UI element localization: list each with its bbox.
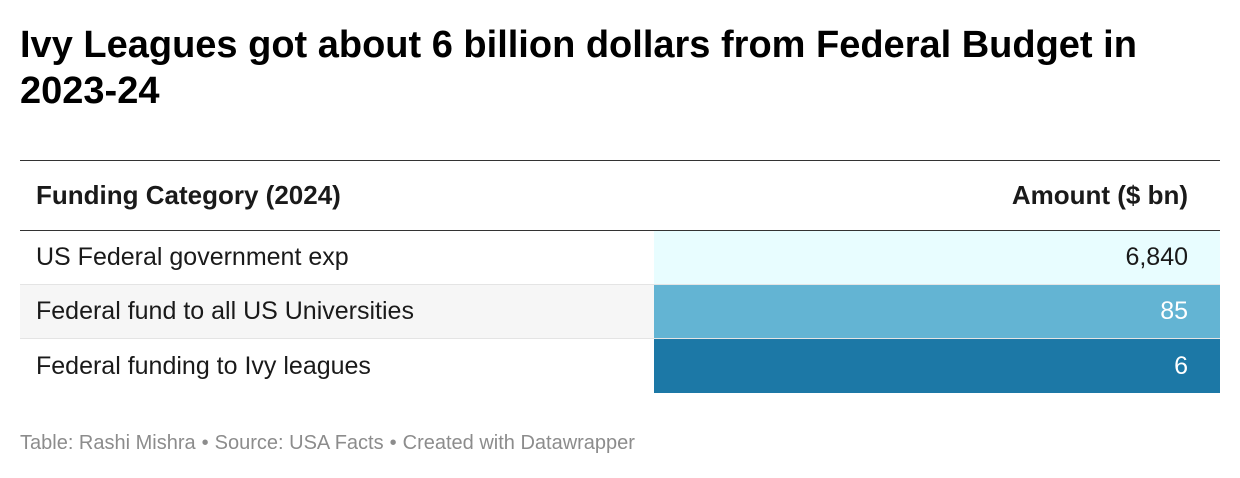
table-row: Federal fund to all US Universities 85 [20, 285, 1220, 339]
table-body: US Federal government exp 6,840 Federal … [20, 231, 1220, 393]
chart-footer: Table: Rashi Mishra • Source: USA Facts • Cr… [20, 432, 635, 455]
amount-cell: 6 [654, 339, 1220, 393]
footer-separator: • [201, 432, 209, 454]
column-header-category: Funding Category (2024) [36, 180, 341, 210]
column-header-amount: Amount ($ bn) [1011, 180, 1188, 210]
table-row: US Federal government exp 6,840 [20, 231, 1220, 285]
datawrapper-credit: Created with Datawrapper [402, 432, 635, 454]
category-cell: Federal fund to all US Universities [20, 285, 654, 338]
data-table: Funding Category (2024) Amount ($ bn) US… [20, 160, 1220, 393]
table-header-row: Funding Category (2024) Amount ($ bn) [20, 161, 1220, 231]
category-cell: Federal funding to Ivy leagues [36, 351, 371, 380]
category-cell: US Federal government exp [36, 243, 349, 271]
amount-cell: 6,840 [654, 231, 1220, 284]
footer-separator: • [389, 432, 397, 454]
amount-cell: 85 [654, 285, 1220, 338]
chart-title: Ivy Leagues got about 6 billion dollars … [20, 24, 1137, 112]
table-row: Federal funding to Ivy leagues 6 [20, 339, 1220, 393]
source-credit: Source: USA Facts [214, 432, 384, 454]
table-credit: Table: Rashi Mishra [20, 432, 196, 454]
